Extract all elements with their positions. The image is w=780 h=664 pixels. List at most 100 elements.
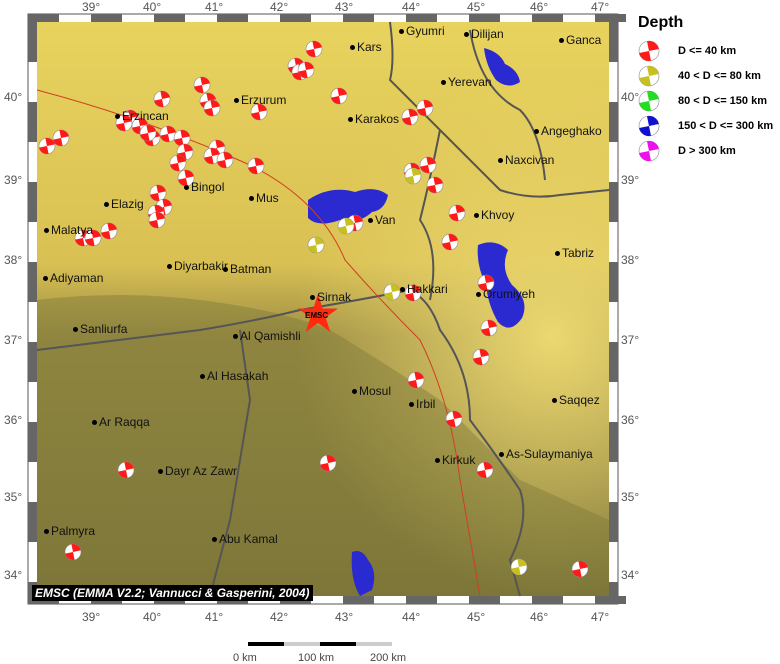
beachball-shallow [477,274,495,292]
beachball-shallow [153,90,171,108]
beachball-shallow [319,454,337,472]
city-label: Van [368,214,395,226]
beachball-shallow [448,204,466,222]
city-label: Khvoy [474,209,514,221]
axis-tick-label: 38° [621,253,640,267]
legend-label: D <= 40 km [678,44,737,57]
legend-item: D <= 40 km [638,38,773,63]
city-label: Diyarbakir [167,260,228,272]
beachball-shallow [407,371,425,389]
city-label: Orumiyeh [476,288,535,300]
city-label: Saqqez [552,394,600,406]
city-label: Ar Raqqa [92,416,150,428]
beachball-shallow [404,284,422,302]
axis-tick-label: 47° [591,610,610,624]
city-label: Kars [350,41,382,53]
epicenter-star-icon[interactable] [298,294,338,332]
beachball-shallow [117,461,135,479]
beachball-shallow [297,61,315,79]
city-label: Karakos [348,113,399,125]
legend-label: D > 300 km [678,144,736,157]
plain [37,295,609,596]
beachball-shallow [305,40,323,58]
city-label: Bingol [184,181,224,193]
beachball-shallow [571,560,589,578]
axis-tick-label: 34° [621,568,640,582]
city-label: Naxcivan [498,154,554,166]
beachball-intermediate [510,558,528,576]
scale-label-0: 0 km [233,652,257,664]
city-label: Ganca [559,34,601,46]
axis-tick-label: 42° [270,610,289,624]
axis-tick-label: 47° [591,0,610,14]
city-label: Al Qamishli [233,330,301,342]
beachball-shallow [476,461,494,479]
legend-label: 150 < D <= 300 km [678,119,774,132]
beachball-shallow [480,319,498,337]
legend-label: 40 < D <= 80 km [678,69,761,82]
beachball-shallow [173,129,191,147]
scale-label-100: 100 km [298,652,335,664]
beachball-shallow [148,211,166,229]
beachball-shallow [193,76,211,94]
city-label: Tabriz [555,247,594,259]
city-label: Hakkari [400,283,448,295]
beachball-shallow [472,348,490,366]
beachball-icon [638,40,660,61]
epicenter-label: EMSC [305,311,329,320]
beachball-shallow [203,147,221,165]
lake-south [351,551,375,596]
beachballs [38,40,589,578]
city-label: Erzurum [234,94,286,106]
legend-item: 150 < D <= 300 km [638,113,773,138]
beachball-shallow [64,543,82,561]
axis-tick-label: 35° [4,490,23,504]
beachball-shallow [416,99,434,117]
beachball-shallow [38,137,56,155]
credit-text: EMSC (EMMA V2.2; Vannucci & Gasperini, 2… [32,585,313,601]
axis-tick-label: 40° [143,0,162,14]
city-label: Al Hasakah [200,370,268,382]
city-label: Angeghako [534,125,602,137]
beachball-shallow [419,156,437,174]
axis-tick-label: 39° [82,610,101,624]
axis-tick-label: 39° [4,173,23,187]
beachball-shallow [139,124,157,142]
axis-tick-label: 39° [82,0,101,14]
beachball-shallow [401,108,419,126]
beachball-shallow [330,87,348,105]
axis-tick-label: 39° [621,173,640,187]
beachball-shallow [216,151,234,169]
axis-tick-label: 37° [4,333,23,347]
axis-tick-label: 44° [402,0,421,14]
city-label: Dayr Az Zawr [158,465,237,477]
axis-tick-label: 46° [530,610,549,624]
city-label: Mosul [352,385,391,397]
axis-tick-label: 43° [335,0,354,14]
axis-tick-label: 45° [467,0,486,14]
beachball-shallow [203,99,221,117]
beachball-intermediate [337,217,355,235]
beachball-shallow [426,176,444,194]
beachball-shallow [169,154,187,172]
beachball-shallow [115,114,133,132]
city-label: Malatya [44,224,93,236]
scale-bar [248,642,392,646]
legend-item: 80 < D <= 150 km [638,88,773,113]
beachball-shallow [441,233,459,251]
scale-label-200: 200 km [370,652,407,664]
beachball-shallow [149,184,167,202]
beachball-shallow [52,129,70,147]
legend-label: 80 < D <= 150 km [678,94,767,107]
axis-tick-label: 40° [143,610,162,624]
beachball-intermediate [404,167,422,185]
beachball-icon [638,140,660,161]
city-label: Erzincan [115,110,169,122]
city-label: Dilijan [464,28,504,40]
beachball-icon [638,115,660,136]
lake-sevan [484,48,520,86]
city-label: Irbil [409,398,435,410]
axis-tick-label: 40° [4,90,23,104]
axis-tick-label: 41° [205,610,224,624]
